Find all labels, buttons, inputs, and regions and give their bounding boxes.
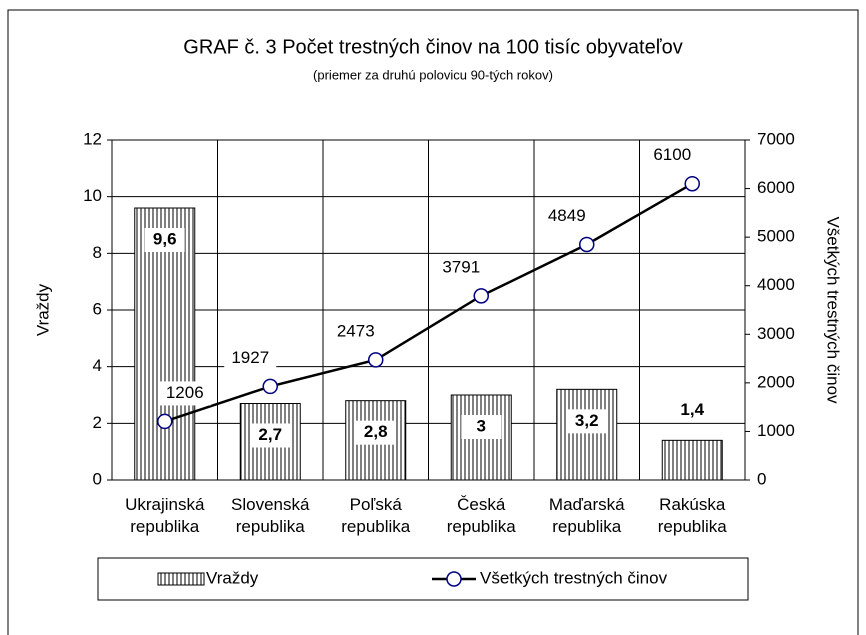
- line-marker: [579, 236, 595, 253]
- y-tick-label: 12: [83, 129, 102, 148]
- bar-value-label: 9,6: [153, 229, 177, 248]
- line-value-label: 1206: [166, 383, 204, 402]
- bar: [556, 388, 618, 481]
- line-value-label-bg: [646, 143, 699, 168]
- bar-value-label: 3,2: [575, 411, 599, 430]
- line-value-label-bg: [224, 346, 277, 371]
- y2-tick-label: 3000: [757, 324, 795, 343]
- frame: [7, 9, 859, 635]
- y-axis-label: Vraždy: [33, 283, 52, 336]
- legend: [97, 557, 749, 601]
- x-tick-label: Poľská republika: [341, 495, 411, 536]
- y2-tick-label: 4000: [757, 275, 795, 294]
- line-marker: [157, 413, 173, 430]
- line-marker: [368, 352, 384, 368]
- bar-value-label: 1,4: [680, 400, 704, 419]
- line-value-label: 1927: [231, 348, 269, 367]
- chart-subtitle: (priemer za druhú polovicu 90-tých rokov…: [313, 67, 553, 82]
- legend-label: Vraždy: [206, 568, 259, 587]
- x-tick-label: Rakúska republika: [657, 495, 727, 536]
- y-tick-label: 8: [93, 243, 102, 262]
- line-marker: [473, 288, 489, 304]
- y2-tick-label: 7000: [757, 129, 795, 148]
- line-value-label: 3791: [442, 257, 480, 276]
- line-marker: [262, 378, 278, 395]
- line-value-label-bg: [158, 381, 211, 406]
- x-tick-label: Slovenská republika: [231, 495, 310, 536]
- bar-value-label: 2,8: [364, 422, 388, 441]
- bar-value-label-bg: [566, 409, 607, 434]
- bar-value-label-bg: [672, 398, 713, 423]
- x-tick-label: Maďarská republika: [548, 495, 625, 536]
- line-value-label: 2473: [337, 321, 375, 340]
- line-value-label: 4849: [548, 206, 586, 225]
- bar-value-label: 3: [477, 416, 486, 435]
- line: [164, 182, 693, 423]
- y2-tick-label: 2000: [757, 372, 795, 391]
- y2-tick-label: 6000: [757, 178, 795, 197]
- legend-swatch: [157, 572, 205, 586]
- line-value-label-bg: [435, 255, 488, 280]
- bar: [134, 207, 196, 481]
- legend-marker: [446, 571, 462, 587]
- y-tick-label: 4: [93, 356, 102, 375]
- bar-value-label-bg: [461, 415, 502, 439]
- y2-tick-label: 5000: [757, 227, 795, 246]
- x-tick-label: Česká republika: [446, 495, 516, 536]
- legend-label: Všetkých trestných činov: [480, 568, 668, 587]
- line-marker: [684, 175, 700, 192]
- bar-value-label-bg: [355, 420, 396, 445]
- y-tick-label: 6: [93, 299, 102, 318]
- y2-tick-label: 0: [757, 469, 766, 488]
- y-tick-label: 10: [83, 186, 102, 205]
- y2-axis-label: Všetkých trestných činov: [824, 216, 843, 404]
- y2-tick-label: 1000: [757, 421, 795, 440]
- bar-value-label-bg: [144, 228, 185, 252]
- line-value-label-bg: [540, 204, 593, 229]
- line-value-label-bg: [329, 319, 382, 344]
- y-tick-label: 2: [93, 413, 102, 432]
- bar-value-label: 2,7: [258, 425, 282, 444]
- y-tick-label: 0: [93, 469, 102, 488]
- line-value-label: 6100: [653, 145, 691, 164]
- x-tick-label: Ukrajinská republika: [125, 495, 205, 536]
- bar-value-label-bg: [250, 423, 291, 448]
- bar: [661, 439, 723, 481]
- chart-title: GRAF č. 3 Počet trestných činov na 100 t…: [183, 36, 682, 58]
